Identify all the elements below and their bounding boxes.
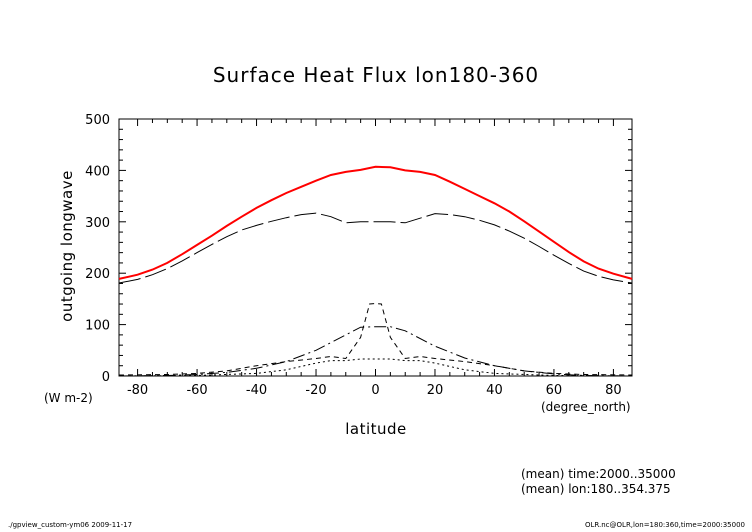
x-tick-label: 20: [427, 383, 444, 398]
y-tick-label: 400: [85, 164, 110, 179]
x-tick-label: -20: [305, 383, 326, 398]
x-tick-label: 80: [605, 383, 622, 398]
series-line-4-dash-dot: [118, 326, 633, 377]
x-tick-label: -80: [127, 383, 148, 398]
y-tick-label: 0: [102, 370, 110, 385]
x-tick-label: 0: [371, 383, 379, 398]
y-axis-units: (W m-2): [44, 391, 93, 405]
y-tick-label: 100: [85, 319, 110, 334]
y-axis-label: outgoing longwave: [58, 170, 76, 322]
x-tick-label: 60: [546, 383, 563, 398]
series-line-2-long-dash: [118, 212, 633, 284]
footer-right: OLR.nc@OLR,lon=180:360,time=2000:35000: [585, 521, 745, 529]
y-tick-label: 200: [85, 267, 110, 282]
series-line-1-solid: [118, 165, 633, 280]
x-tick-label: -60: [186, 383, 207, 398]
y-tick-label: 300: [85, 216, 110, 231]
x-tick-label: -40: [246, 383, 267, 398]
x-axis-label: latitude: [345, 420, 407, 438]
footer-left: ./gpview_custom-ym06 2009-11-17: [8, 521, 132, 529]
x-tick-label: 40: [486, 383, 503, 398]
series-layer: [118, 165, 633, 377]
mean-time-note: (mean) time:2000..35000: [521, 467, 676, 481]
x-axis: -80 -60 -40 -20 0 20 40 60 80: [127, 119, 622, 398]
chart-title: Surface Heat Flux lon180-360: [213, 63, 539, 87]
y-axis: 0 100 200 300 400 500: [85, 113, 632, 385]
plot-frame: [118, 118, 633, 377]
x-axis-units: (degree_north): [541, 400, 631, 414]
y-tick-label: 500: [85, 113, 110, 128]
mean-lon-note: (mean) lon:180..354.375: [521, 482, 671, 496]
series-line-3-short-dash: [118, 302, 633, 376]
plot-area: -80 -60 -40 -20 0 20 40 60 80 0 100 200 300 400 500: [85, 113, 633, 398]
